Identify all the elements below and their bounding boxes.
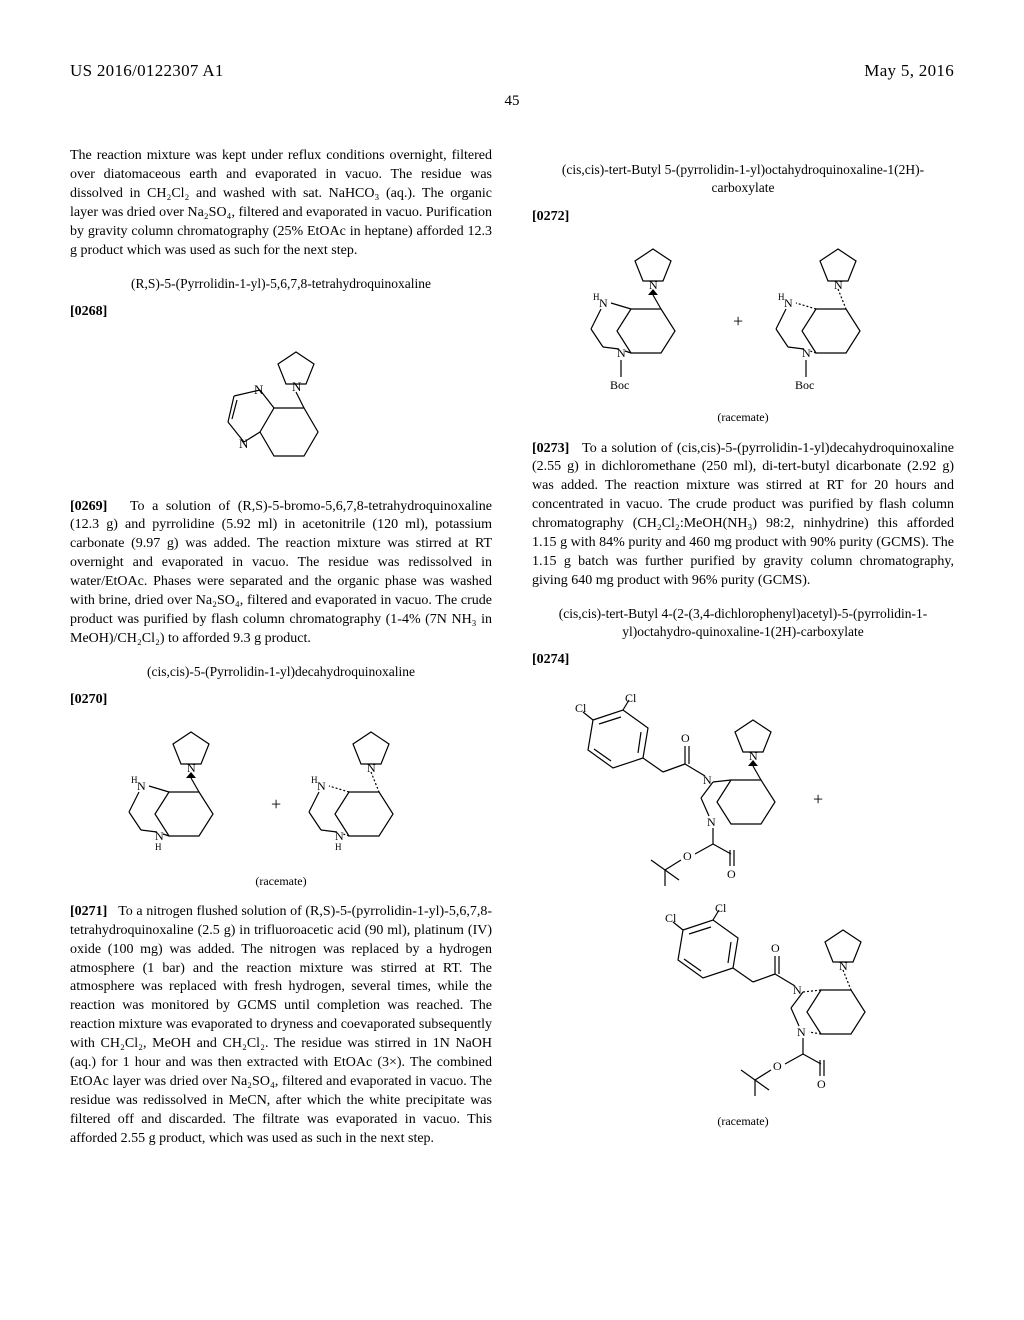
page-header: US 2016/0122307 A1 May 5, 2016: [70, 60, 954, 83]
racemate-label: (racemate): [532, 1113, 954, 1129]
svg-text:O: O: [817, 1077, 826, 1091]
svg-text:N: N: [239, 436, 249, 451]
svg-text:H: H: [311, 775, 318, 785]
svg-text:O: O: [773, 1059, 782, 1073]
paragraph: [0269] To a solution of (R,S)-5-bromo-5,…: [70, 498, 492, 649]
svg-text:N: N: [784, 296, 793, 310]
svg-text:N: N: [802, 346, 811, 360]
racemate-label: (racemate): [70, 873, 492, 889]
svg-text:N: N: [155, 829, 164, 843]
svg-text:N: N: [137, 779, 146, 793]
para-number: [0268]: [70, 303, 492, 322]
compound-title: (cis,cis)-tert-Butyl 5-(pyrrolidin-1-yl)…: [552, 161, 934, 197]
svg-text:Cl: Cl: [665, 911, 677, 925]
publication-date: May 5, 2016: [864, 60, 954, 83]
svg-text:+: +: [271, 794, 281, 814]
right-column: (cis,cis)-tert-Butyl 5-(pyrrolidin-1-yl)…: [532, 147, 954, 1158]
paragraph: [0271] To a nitrogen flushed solution of…: [70, 903, 492, 1149]
svg-text:N: N: [599, 296, 608, 310]
chemical-structure-pair: N N H N Boc +: [532, 237, 954, 426]
svg-text:O: O: [681, 731, 690, 745]
left-column: The reaction mixture was kept under refl…: [70, 147, 492, 1158]
para-number: [0270]: [70, 691, 492, 710]
svg-text:O: O: [771, 941, 780, 955]
page-number: 45: [70, 91, 954, 111]
compound-title: (cis,cis)-tert-Butyl 4-(2-(3,4-dichlorop…: [552, 605, 934, 641]
compound-title: (cis,cis)-5-(Pyrrolidin-1-yl)decahydroqu…: [90, 663, 472, 681]
svg-text:Boc: Boc: [610, 378, 629, 392]
svg-text:H: H: [155, 842, 162, 852]
svg-text:+: +: [733, 311, 743, 331]
svg-text:N: N: [797, 1025, 806, 1039]
racemate-label: (racemate): [532, 409, 954, 425]
svg-text:Cl: Cl: [575, 701, 587, 715]
para-number: [0274]: [532, 651, 954, 670]
paragraph: [0273] To a solution of (cis,cis)-5-(pyr…: [532, 440, 954, 591]
chemical-structure: N N N: [70, 332, 492, 484]
svg-text:+: +: [813, 789, 823, 809]
svg-text:H: H: [335, 842, 342, 852]
svg-text:N: N: [254, 382, 264, 397]
svg-text:H: H: [131, 775, 138, 785]
para-number: [0272]: [532, 208, 954, 227]
svg-text:N: N: [335, 829, 344, 843]
svg-text:Boc: Boc: [795, 378, 814, 392]
svg-text:N: N: [707, 815, 716, 829]
svg-text:O: O: [683, 849, 692, 863]
svg-text:N: N: [617, 346, 626, 360]
chemical-structure-pair: Cl Cl O N N: [532, 680, 954, 1129]
paragraph: The reaction mixture was kept under refl…: [70, 147, 492, 260]
publication-number: US 2016/0122307 A1: [70, 60, 224, 83]
svg-text:N: N: [317, 779, 326, 793]
compound-title: (R,S)-5-(Pyrrolidin-1-yl)-5,6,7,8-tetrah…: [90, 275, 472, 293]
svg-text:N: N: [292, 379, 302, 394]
svg-text:O: O: [727, 867, 736, 881]
chemical-structure-pair: N N H N H + N: [70, 720, 492, 889]
svg-text:H: H: [593, 292, 600, 302]
svg-text:H: H: [778, 292, 785, 302]
